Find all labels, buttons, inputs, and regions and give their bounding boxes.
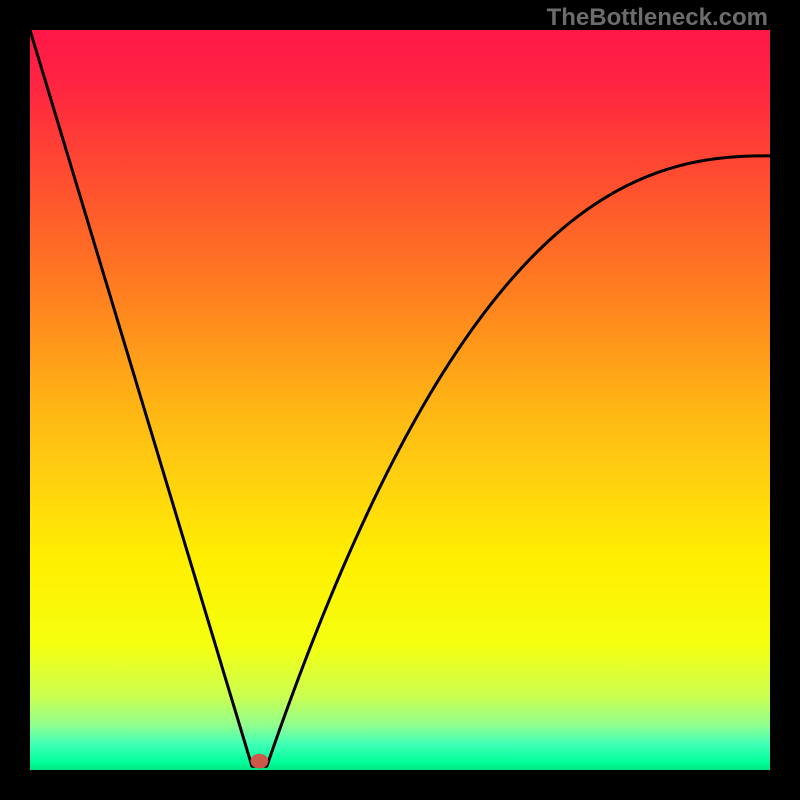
optimum-marker [251,754,269,769]
plot-area [30,30,770,770]
chart-frame: TheBottleneck.com [0,0,800,800]
watermark-text: TheBottleneck.com [547,4,768,32]
